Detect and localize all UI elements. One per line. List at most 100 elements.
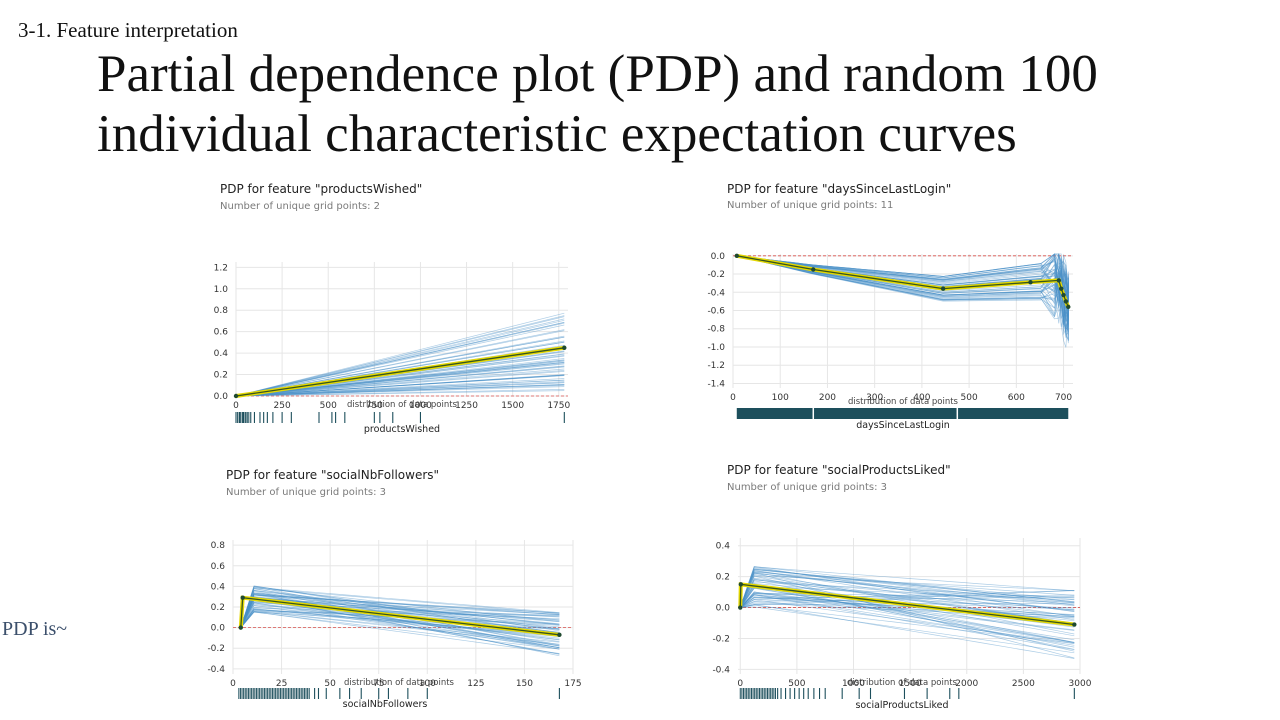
- ice-curve: [240, 597, 560, 628]
- x-tick-label: 175: [564, 679, 581, 689]
- y-tick-label: 0.0: [214, 392, 229, 402]
- x-tick-label: 400: [913, 393, 930, 403]
- y-tick-label: 0.6: [214, 328, 229, 338]
- x-tick-label: 75: [373, 679, 384, 689]
- pdp-point: [734, 253, 739, 259]
- y-tick-label: -0.2: [712, 634, 730, 644]
- ice-curve: [736, 255, 1069, 342]
- ice-curve: [740, 590, 1075, 608]
- ice-curve: [235, 359, 565, 397]
- ice-curve: [240, 593, 560, 628]
- y-tick-label: -1.2: [707, 361, 725, 371]
- ice-curve: [235, 384, 565, 397]
- pdp-point: [557, 632, 562, 638]
- ice-curve: [235, 382, 565, 397]
- pdp-line: [235, 347, 565, 397]
- ice-curve: [740, 587, 1075, 643]
- pdp-point: [738, 605, 743, 610]
- ice-curve: [740, 597, 1075, 617]
- ice-curve: [235, 315, 565, 397]
- plot-area: 0 100 200 300 400 500 600 700 0.0 -0.2 -0.4 -0.6 -0.…: [707, 252, 1073, 403]
- distribution-rug: [736, 408, 1069, 419]
- y-tick-label: -0.4: [707, 288, 725, 298]
- ice-curve: [736, 253, 1069, 302]
- y-tick-label: -1.4: [707, 379, 725, 389]
- ice-curve: [739, 577, 1075, 624]
- ice-curve: [240, 596, 560, 633]
- pdp-panel-social-nb-followers: PDP for feature "socialNbFollowers" Numb…: [195, 466, 595, 716]
- ice-curve: [240, 594, 560, 628]
- ice-curve: [736, 255, 1069, 333]
- ice-curve: [740, 586, 1075, 608]
- pdp-point: [1028, 280, 1033, 285]
- ice-curve: [740, 596, 1075, 618]
- ice-curve: [235, 368, 565, 397]
- ice-curve: [235, 375, 565, 397]
- ice-curve: [240, 602, 560, 650]
- ice-curve: [240, 597, 560, 628]
- ice-curve: [740, 587, 1075, 641]
- ice-curve: [240, 600, 560, 640]
- ice-curve: [736, 255, 1069, 325]
- y-tick-label: 0.2: [211, 603, 225, 613]
- x-tick-label: 150: [516, 679, 533, 689]
- x-axis-label: productsWished: [364, 424, 440, 435]
- ice-curve: [240, 608, 560, 636]
- x-tick-label: 600: [1008, 393, 1025, 403]
- ice-curve: [235, 374, 565, 397]
- ice-curve: [240, 605, 560, 648]
- x-axis-label: socialNbFollowers: [343, 699, 428, 710]
- chart-title: PDP for feature "socialProductsLiked": [727, 463, 951, 477]
- ice-curve: [740, 589, 1075, 608]
- distribution-label: distribution of data points: [847, 678, 958, 688]
- ice-curve: [736, 255, 1069, 336]
- ice-curve: [740, 592, 1075, 608]
- ice-curve: [739, 575, 1075, 625]
- ice-curve: [739, 573, 1075, 608]
- ice-curve: [235, 319, 565, 397]
- ice-curve: [235, 329, 565, 397]
- plot-area: 0 500 1000 1500 2000 2500 3000 0.4 0.2 0.0 -0.2 -0.…: [712, 538, 1092, 689]
- y-tick-label: 1.2: [214, 263, 228, 273]
- ice-curve: [240, 596, 560, 630]
- ice-curve: [739, 583, 1075, 611]
- y-tick-label: -0.2: [207, 644, 225, 654]
- ice-curve: [235, 382, 565, 397]
- ice-curve: [740, 598, 1075, 615]
- ice-curve: [240, 587, 560, 628]
- pdp-panel-products-wished: PDP for feature "productsWished" Number …: [190, 180, 590, 440]
- x-axis-label: daysSinceLastLogin: [856, 420, 950, 431]
- distribution-label: distribution of data points: [344, 678, 455, 688]
- ice-curve: [235, 316, 565, 397]
- ice-curve: [240, 594, 560, 628]
- ice-curve: [235, 386, 565, 397]
- ice-curve: [240, 598, 560, 628]
- x-axis-label: socialProductsLiked: [855, 700, 948, 711]
- ice-curve: [235, 361, 565, 397]
- y-tick-label: -1.0: [707, 343, 725, 353]
- y-tick-label: -0.2: [707, 270, 725, 280]
- x-tick-label: 25: [276, 679, 287, 689]
- ice-curve: [740, 602, 1075, 619]
- ice-curve: [235, 379, 565, 397]
- ice-curve: [739, 568, 1075, 608]
- ice-curve: [736, 255, 1069, 348]
- ice-curve: [736, 255, 1069, 341]
- ice-curve: [736, 253, 1069, 294]
- x-tick-label: 2500: [1012, 679, 1035, 689]
- pdp-point: [240, 595, 245, 600]
- ice-curve: [736, 255, 1069, 322]
- slide-title: Partial dependence plot (PDP) and random…: [97, 45, 1098, 163]
- y-tick-label: 0.2: [716, 573, 730, 583]
- y-tick-label: 0.8: [211, 541, 226, 551]
- x-tick-label: 100: [772, 393, 789, 403]
- y-tick-label: -0.6: [707, 307, 725, 317]
- ice-curve: [235, 322, 565, 397]
- ice-curve: [739, 566, 1075, 618]
- ice-curve: [240, 590, 560, 628]
- x-tick-label: 250: [274, 401, 291, 411]
- ice-curve: [235, 374, 565, 397]
- ice-curve: [739, 566, 1075, 608]
- ice-curves: [240, 585, 560, 657]
- ice-curve: [740, 599, 1075, 644]
